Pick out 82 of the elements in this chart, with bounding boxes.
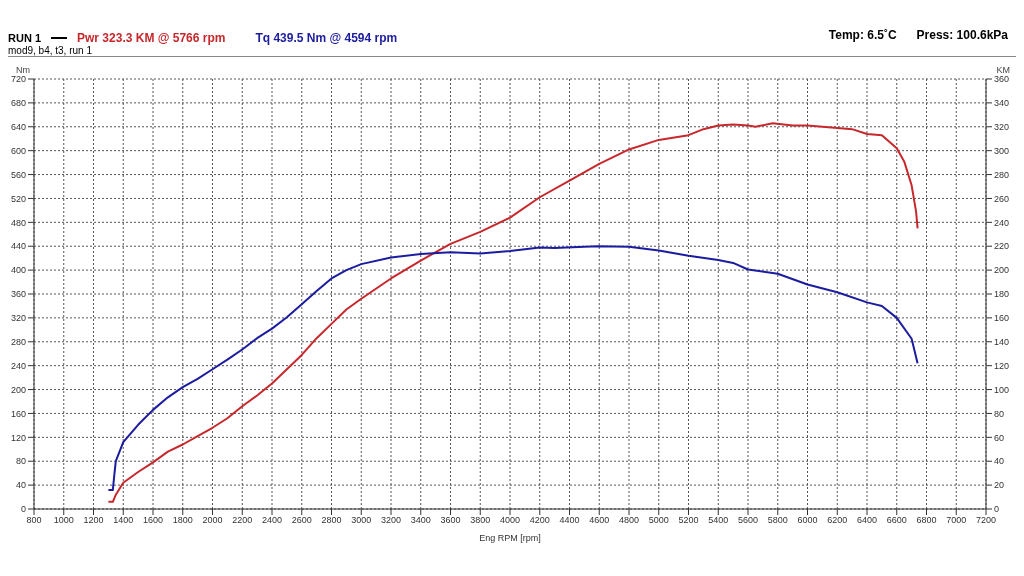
y2-tick-label: 220 [994, 241, 1010, 252]
x-tick-label: 1800 [172, 515, 193, 526]
x-tick-label: 5600 [737, 515, 759, 526]
x-tick-label: 3600 [440, 515, 461, 526]
y-tick-label: 280 [10, 336, 26, 347]
y2-tick-label: 200 [994, 265, 1010, 276]
x-tick-label: 2800 [321, 515, 342, 526]
x-tick-label: 5400 [708, 515, 729, 526]
y-tick-label: 680 [10, 98, 26, 109]
line-series [107, 245, 919, 491]
y-tick-label: 40 [15, 480, 26, 491]
x-tick-label: 7000 [946, 515, 967, 526]
y2-tick-label: 280 [994, 169, 1010, 180]
x-tick-label: 6000 [797, 515, 818, 526]
y2-tick-label: 180 [994, 289, 1010, 300]
x-tick-label: 7200 [975, 515, 997, 526]
y-tick-label: 400 [10, 265, 26, 276]
x-tick-label: 6200 [827, 515, 848, 526]
x-tick-label: 2200 [232, 515, 253, 526]
x-tick-label: 3000 [351, 515, 372, 526]
y-tick-label: 240 [10, 360, 26, 371]
x-tick-label: 4200 [529, 515, 550, 526]
x-tick-label: 1200 [83, 515, 104, 526]
x-tick-label: 5000 [648, 515, 669, 526]
x-tick-label: 3200 [380, 515, 402, 526]
y2-tick-label: 20 [994, 480, 1005, 491]
y2-tick-label: 40 [994, 456, 1005, 467]
y2-tick-label: 300 [994, 145, 1010, 156]
x-tick-label: 800 [26, 515, 42, 526]
y-tick-label: 640 [10, 121, 26, 132]
y2-tick-label: 340 [994, 98, 1010, 109]
x-tick-label: 2400 [261, 515, 283, 526]
x-tick-label: 1000 [53, 515, 74, 526]
x-tick-label: 5200 [678, 515, 699, 526]
x-tick-label: 1400 [113, 515, 134, 526]
chart-subtitle: mod9, b4, t3, run 1 [8, 45, 93, 56]
x-tick-label: 4800 [618, 515, 640, 526]
y-tick-label: 360 [10, 289, 26, 300]
y-tick-label: 160 [10, 408, 26, 419]
y2-tick-label: 260 [994, 193, 1010, 204]
y2-tick-label: 100 [994, 384, 1010, 395]
x-tick-label: 6800 [916, 515, 937, 526]
y-tick-label: 320 [10, 313, 26, 324]
y2-tick-label: 160 [994, 313, 1010, 324]
y-tick-label: 720 [10, 74, 26, 85]
x-tick-label: 5800 [767, 515, 788, 526]
y-tick-label: 480 [10, 217, 26, 228]
y2-axis-title: KM [996, 65, 1010, 75]
y-tick-label: 80 [15, 456, 26, 467]
y-tick-label: 0 [20, 504, 26, 515]
y-tick-label: 120 [10, 432, 26, 443]
x-tick-label: 4000 [499, 515, 521, 526]
x-tick-label: 2000 [202, 515, 223, 526]
y2-tick-label: 360 [994, 74, 1010, 85]
y-tick-label: 560 [10, 169, 26, 180]
x-tick-label: 6400 [856, 515, 878, 526]
y2-tick-label: 240 [994, 217, 1010, 228]
text: Press: 100.6kPa [916, 28, 1008, 42]
y2-tick-label: 140 [994, 336, 1010, 347]
line-series [107, 122, 919, 503]
text: Pwr 323.3 KM @ 5766 rpm [77, 31, 226, 45]
x-tick-label: 2600 [291, 515, 312, 526]
y-tick-label: 440 [10, 241, 26, 252]
x-tick-label: 6600 [886, 515, 907, 526]
y-tick-label: 600 [10, 145, 26, 156]
text: Temp: 6.5˚C [828, 28, 897, 42]
x-tick-label: 1600 [142, 515, 164, 526]
y2-tick-label: 60 [994, 432, 1005, 443]
y2-tick-label: 80 [994, 408, 1005, 419]
y-tick-label: 200 [10, 384, 26, 395]
y2-tick-label: 120 [994, 360, 1010, 371]
x-axis-title: Eng RPM [rpm] [479, 533, 541, 543]
y-tick-label: 520 [10, 193, 26, 204]
y2-tick-label: 0 [994, 504, 1000, 515]
x-tick-label: 3400 [410, 515, 431, 526]
x-tick-label: 4600 [589, 515, 610, 526]
y-axis-title: Nm [16, 65, 30, 75]
x-tick-label: 3800 [470, 515, 491, 526]
x-tick-label: 4400 [559, 515, 580, 526]
chart-title: RUN 1 [8, 32, 42, 44]
text: Tq 439.5 Nm @ 4594 rpm [255, 31, 398, 45]
y2-tick-label: 320 [994, 121, 1010, 132]
